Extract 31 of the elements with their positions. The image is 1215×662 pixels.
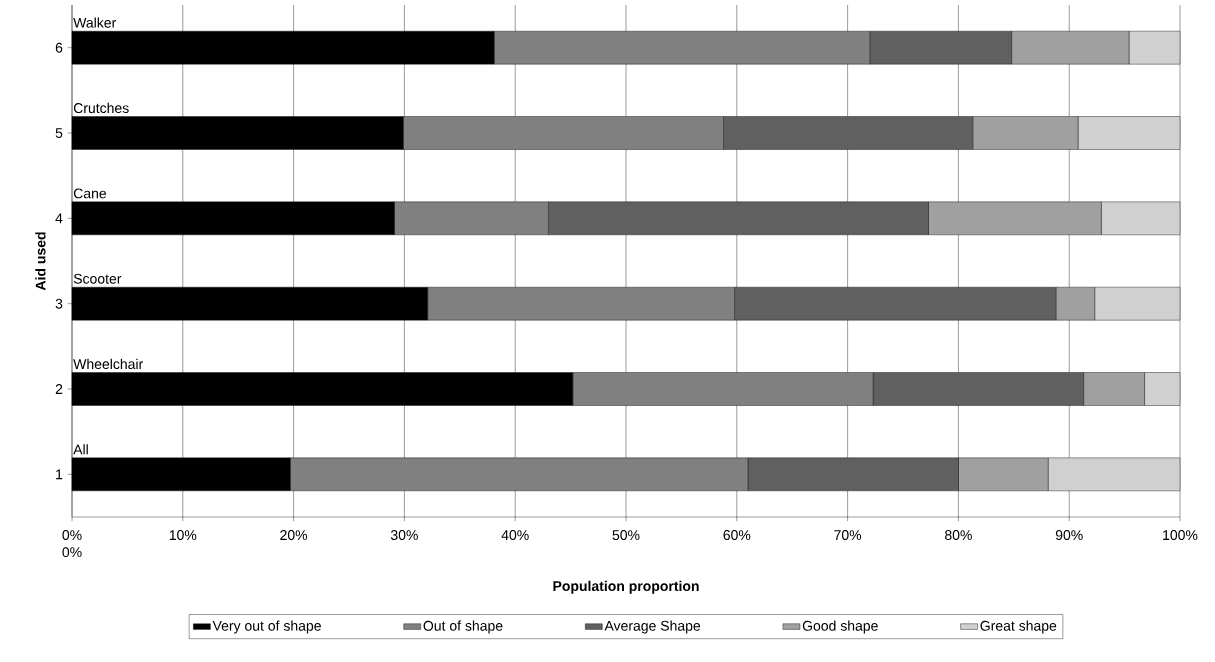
text: 0% [62, 547, 82, 558]
annotation: Scooter [73, 273, 122, 284]
x-tick-label: 100% [1163, 530, 1198, 541]
y-tick-label: 5 [55, 128, 63, 138]
x-tick-label: 20% [280, 530, 308, 541]
annotation: Cane [73, 188, 107, 199]
x-tick-label: 60% [723, 530, 751, 541]
x-tick-label: 90% [1055, 530, 1083, 541]
x-axis-title: Population proportion [553, 580, 699, 594]
x-tick-label: 40% [501, 530, 529, 541]
x-tick-label: 10% [169, 530, 197, 541]
x-tick-label: 30% [390, 530, 418, 541]
x-tick-label: 70% [834, 530, 862, 541]
y-tick-label: 1 [56, 469, 63, 480]
annotation: All [73, 444, 88, 455]
y-tick-label: 4 [55, 213, 63, 224]
y-tick-label: 2 [55, 384, 63, 394]
legend-label: Very out of shape [212, 620, 321, 634]
legend-label: Great shape [980, 620, 1057, 634]
annotation: Crutches [73, 102, 129, 114]
legend-label: Average Shape [604, 620, 701, 634]
x-tick-label: 0% [62, 530, 82, 541]
annotation: Walker [73, 17, 117, 28]
y-tick-label: 3 [55, 298, 63, 309]
x-tick-label: 80% [945, 530, 972, 541]
y-axis-title: Aid used [35, 232, 46, 291]
legend-label: Out of shape [423, 620, 503, 634]
annotation: Wheelchair [73, 358, 143, 370]
legend-label: Good shape [802, 620, 878, 634]
x-tick-label: 50% [612, 530, 640, 541]
y-tick-label: 6 [55, 42, 63, 53]
